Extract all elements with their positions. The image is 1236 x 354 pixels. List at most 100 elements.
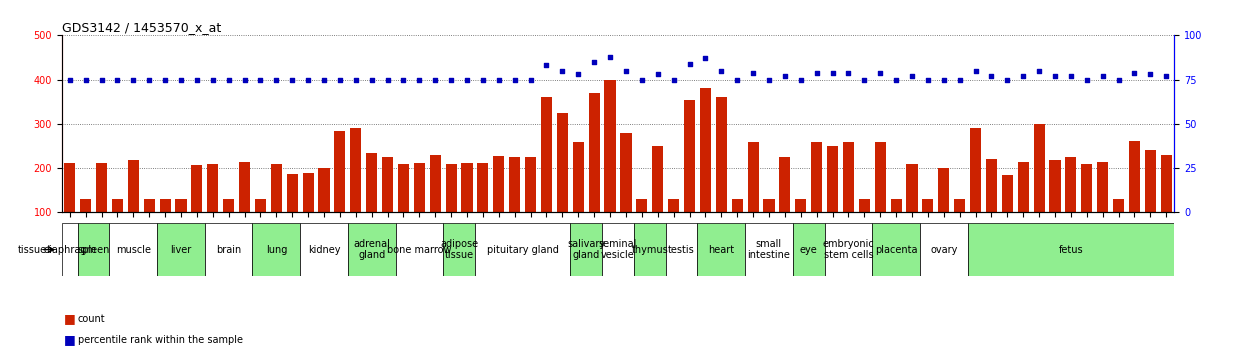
Point (918, 77, 938, 82)
Bar (620, 133, 632, 212)
Point (298, 77, 318, 82)
Point (441, 77, 461, 82)
Bar (824, 223, 873, 276)
Bar (366, 153, 377, 212)
Bar (922, 199, 933, 212)
Point (949, 77, 969, 82)
Bar (157, 223, 205, 276)
Point (1141, 72, 1161, 77)
Point (823, 70, 843, 75)
Point (601, 54, 620, 59)
Point (902, 73, 922, 79)
Text: kidney: kidney (308, 245, 340, 255)
Bar (1017, 161, 1028, 212)
Bar (446, 164, 457, 212)
Bar (176, 199, 187, 212)
Point (267, 77, 287, 82)
Bar (875, 143, 886, 212)
Point (425, 77, 445, 82)
Bar (920, 223, 968, 276)
Point (934, 77, 954, 82)
Point (965, 68, 985, 74)
Point (219, 77, 239, 82)
Bar (208, 164, 219, 212)
Bar (732, 199, 743, 212)
Bar (78, 223, 110, 276)
Bar (398, 164, 409, 212)
Bar (62, 223, 78, 276)
Bar (634, 223, 666, 276)
Text: brain: brain (216, 245, 241, 255)
Point (91, 77, 111, 82)
Point (759, 77, 779, 82)
Bar (1161, 155, 1172, 212)
Bar (303, 173, 314, 212)
Bar (239, 162, 250, 212)
Bar (1065, 157, 1077, 212)
Point (1014, 73, 1033, 79)
Bar (1049, 160, 1060, 212)
Bar (968, 223, 1174, 276)
Point (489, 77, 509, 82)
Point (171, 77, 190, 82)
Text: small
intestine: small intestine (748, 239, 790, 261)
Bar (192, 165, 203, 212)
Point (235, 77, 255, 82)
Point (1157, 73, 1177, 79)
Point (520, 77, 540, 82)
Bar (430, 155, 441, 212)
Point (1046, 73, 1065, 79)
Bar (1145, 150, 1156, 212)
Point (743, 70, 763, 75)
Text: fetus: fetus (1058, 245, 1083, 255)
Point (108, 77, 127, 82)
Text: seminal
vesicle: seminal vesicle (598, 239, 638, 261)
Point (632, 77, 651, 82)
Bar (1114, 199, 1125, 212)
Text: thymus: thymus (632, 245, 669, 255)
Bar (319, 168, 330, 212)
Point (124, 77, 143, 82)
Point (807, 70, 827, 75)
Bar (255, 199, 266, 212)
Bar (382, 157, 393, 212)
Text: ■: ■ (64, 333, 77, 346)
Point (393, 77, 413, 82)
Bar (891, 199, 902, 212)
Point (378, 77, 398, 82)
Point (1030, 68, 1049, 74)
Text: tissue: tissue (17, 245, 47, 255)
Bar (588, 93, 599, 212)
Point (696, 56, 716, 61)
Point (156, 77, 176, 82)
Point (59, 77, 79, 82)
Bar (444, 223, 475, 276)
Text: GDS3142 / 1453570_x_at: GDS3142 / 1453570_x_at (62, 21, 221, 34)
Bar (287, 175, 298, 212)
Bar (127, 160, 138, 212)
Point (362, 77, 382, 82)
Point (886, 77, 906, 82)
Point (1109, 77, 1128, 82)
Bar (80, 199, 91, 212)
Point (870, 70, 890, 75)
Text: spleen: spleen (78, 245, 110, 255)
Bar (684, 99, 695, 212)
Text: embryonic
stem cells: embryonic stem cells (822, 239, 874, 261)
Bar (493, 156, 504, 212)
Text: placenta: placenta (875, 245, 917, 255)
Point (473, 77, 493, 82)
Bar (541, 97, 552, 212)
Bar (525, 157, 536, 212)
Bar (557, 113, 569, 212)
Bar (811, 142, 822, 212)
Point (1077, 77, 1096, 82)
Bar (604, 80, 616, 212)
Text: lung: lung (266, 245, 287, 255)
Bar (764, 199, 775, 212)
Point (75, 77, 95, 82)
Point (536, 63, 556, 68)
Bar (335, 131, 346, 212)
Bar (252, 223, 300, 276)
Bar (954, 199, 965, 212)
